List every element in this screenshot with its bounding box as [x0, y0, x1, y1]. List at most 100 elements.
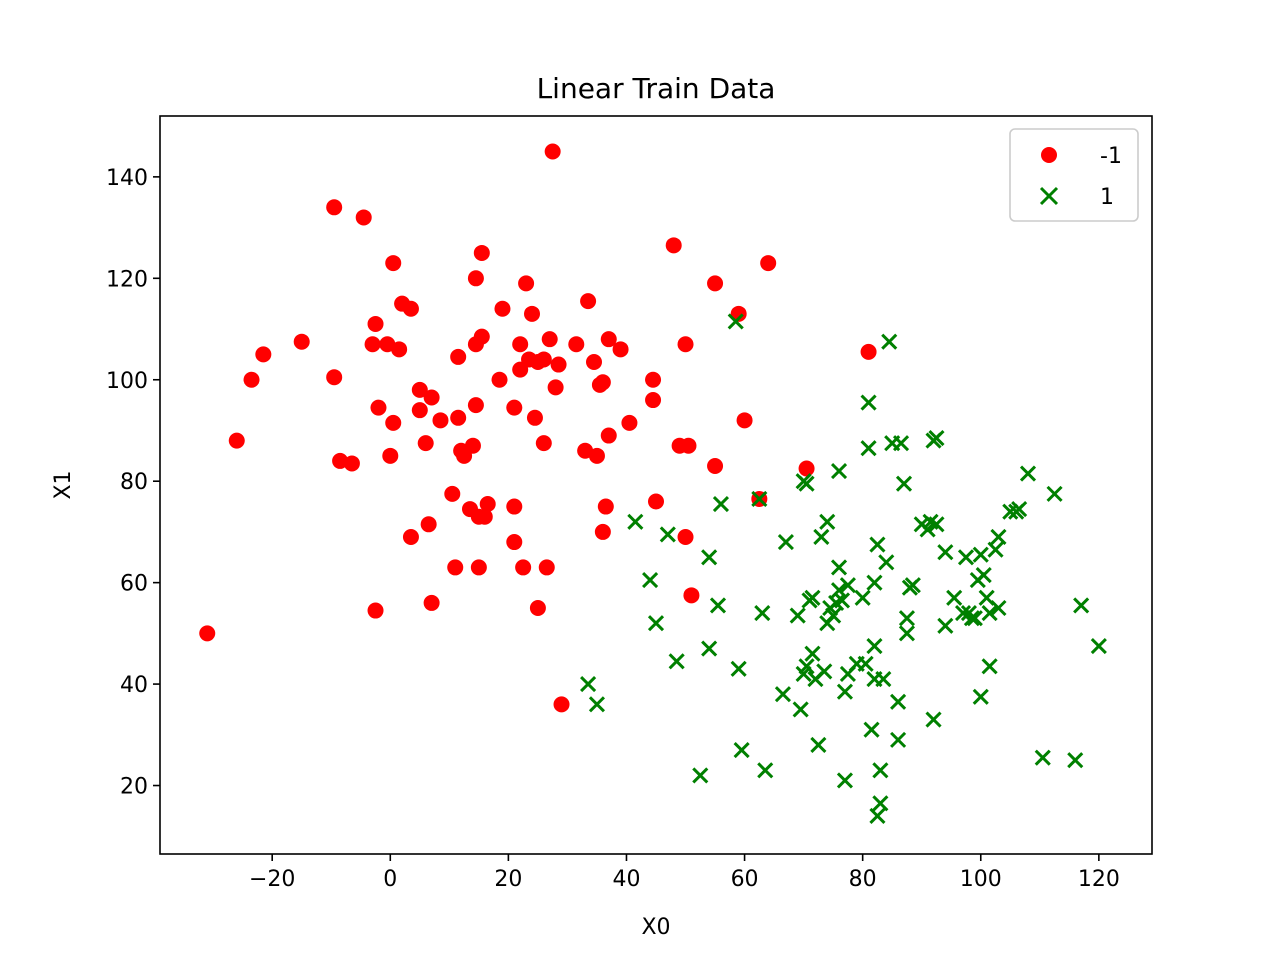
x-tick-label: 60: [731, 867, 759, 892]
data-point: [954, 605, 972, 622]
data-point: [990, 599, 1007, 617]
data-point: [866, 637, 883, 655]
data-point: [444, 485, 461, 502]
data-point: [890, 693, 907, 710]
data-point: [370, 399, 387, 416]
x-tick-label: 100: [960, 867, 1002, 892]
data-point: [447, 559, 464, 576]
data-point: [255, 346, 272, 363]
data-point: [402, 300, 419, 317]
data-point: [479, 496, 496, 513]
data-point: [987, 541, 1004, 558]
data-point: [665, 237, 682, 254]
data-point: [872, 795, 889, 812]
data-point: [898, 625, 916, 642]
data-point: [550, 356, 567, 373]
points-layer: [199, 143, 1107, 825]
data-point: [701, 640, 718, 657]
data-point: [506, 399, 523, 416]
data-point: [535, 435, 552, 452]
y-tick-label: 100: [106, 369, 148, 394]
data-point: [506, 534, 523, 551]
data-point: [937, 544, 954, 561]
data-point: [645, 392, 662, 409]
data-point: [420, 516, 437, 533]
data-point: [518, 275, 535, 292]
data-point: [450, 348, 467, 365]
x-tick-label: 40: [612, 867, 640, 892]
data-point: [1019, 465, 1037, 482]
data-point: [895, 475, 913, 492]
legend-marker-circle: [1041, 147, 1057, 163]
legend: -1 1: [1009, 128, 1139, 222]
data-point: [586, 354, 602, 370]
data-point: [760, 255, 777, 272]
plot-frame: [159, 115, 1153, 855]
x-axis-title: X0: [641, 915, 670, 940]
data-point: [798, 658, 815, 675]
data-point: [975, 566, 992, 584]
data-point: [588, 696, 606, 713]
data-point: [467, 270, 484, 287]
data-point: [825, 607, 842, 624]
data-point: [727, 313, 744, 330]
data-point: [972, 546, 989, 563]
data-point: [526, 409, 543, 426]
data-point: [928, 430, 945, 447]
data-point: [981, 658, 998, 675]
data-point: [1011, 501, 1028, 518]
legend-label-series-0: -1: [1100, 144, 1122, 169]
data-point: [491, 371, 508, 388]
data-point: [470, 559, 487, 576]
data-point: [863, 721, 880, 738]
data-point: [774, 686, 792, 703]
data-point: [326, 369, 343, 386]
data-point: [875, 670, 892, 688]
data-point: [957, 549, 975, 566]
y-tick-label: 140: [106, 166, 148, 191]
data-point: [512, 336, 529, 353]
data-point: [804, 645, 821, 662]
data-point: [904, 577, 921, 594]
data-point: [668, 653, 685, 670]
data-point: [621, 414, 638, 431]
data-point: [541, 331, 558, 348]
data-point: [857, 655, 874, 672]
data-point: [839, 577, 856, 594]
legend-box: [1009, 128, 1139, 222]
data-point: [881, 333, 898, 350]
data-point: [423, 389, 440, 406]
data-point: [830, 462, 848, 480]
data-point: [937, 617, 954, 634]
data-point: [568, 336, 585, 353]
y-tick-label: 40: [120, 673, 148, 698]
data-point: [473, 244, 490, 261]
data-point: [712, 495, 730, 513]
data-point: [869, 807, 886, 825]
data-point: [890, 731, 907, 748]
data-point: [494, 300, 511, 317]
data-point: [648, 493, 664, 510]
data-point: [798, 475, 815, 492]
data-point: [972, 688, 989, 705]
data-point: [804, 589, 821, 606]
data-point: [813, 528, 830, 546]
data-point: [506, 498, 523, 515]
data-point: [892, 435, 910, 452]
data-point: [423, 594, 440, 611]
data-point: [677, 336, 694, 353]
data-point: [990, 528, 1007, 546]
data-point: [580, 676, 597, 693]
data-point: [810, 736, 827, 754]
data-point: [382, 447, 399, 464]
y-tick-label: 80: [120, 470, 148, 495]
x-axis: −20 0 20 40 60 80 100 120: [249, 854, 1120, 892]
data-point: [860, 394, 877, 411]
data-point: [594, 374, 611, 391]
x-tick-label: 120: [1078, 867, 1120, 892]
data-point: [515, 559, 532, 576]
data-point: [402, 528, 419, 545]
data-point: [417, 435, 434, 452]
